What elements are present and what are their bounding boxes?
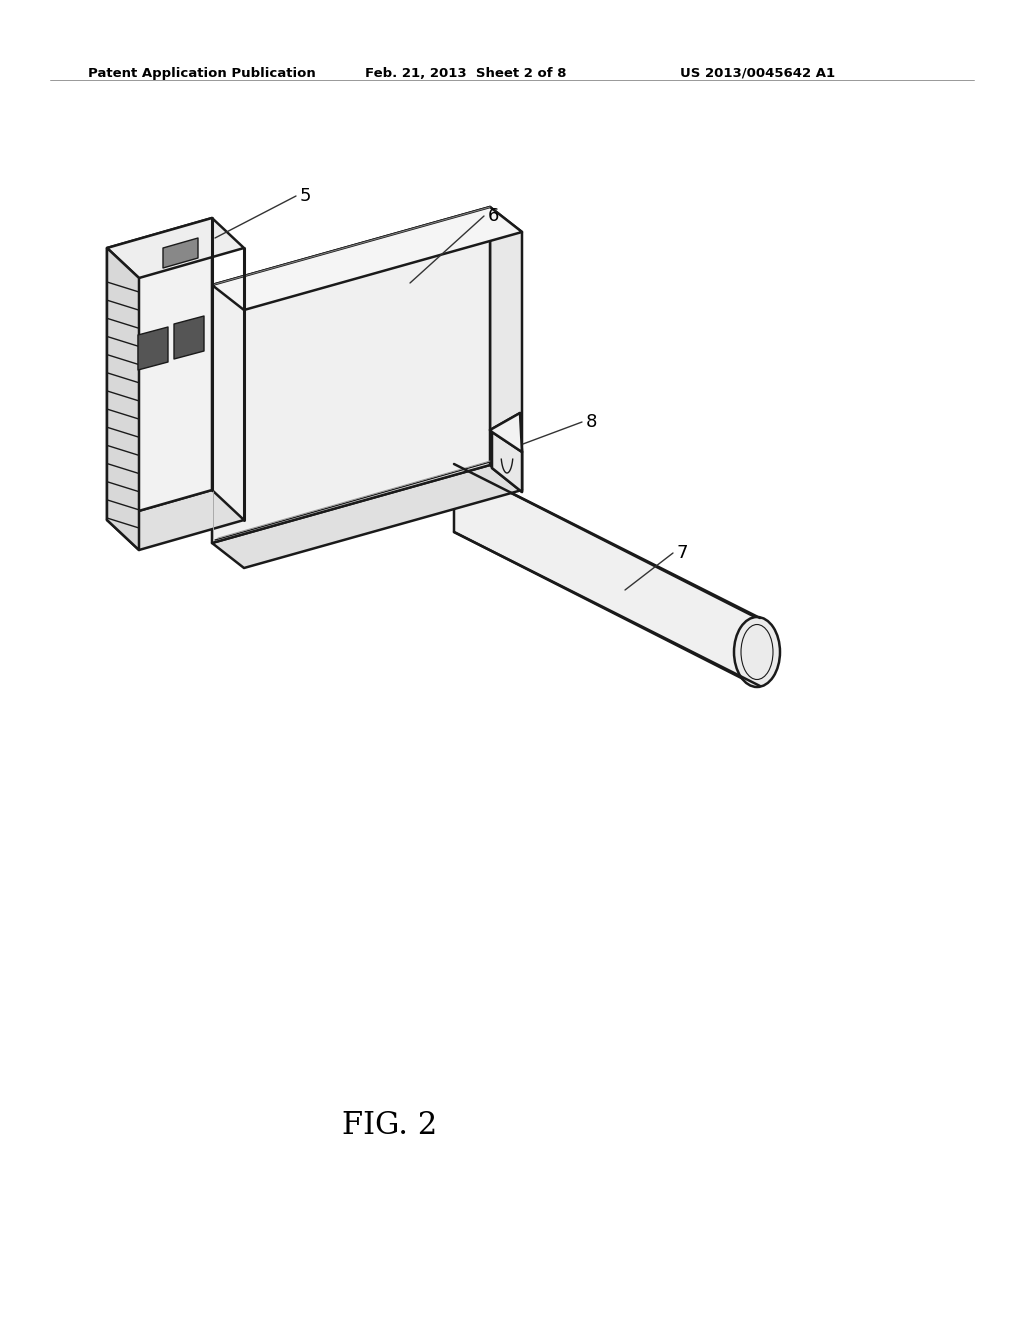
Polygon shape <box>106 218 244 279</box>
Text: 6: 6 <box>488 207 500 224</box>
Polygon shape <box>492 432 522 492</box>
Text: Patent Application Publication: Patent Application Publication <box>88 67 315 81</box>
Text: Feb. 21, 2013  Sheet 2 of 8: Feb. 21, 2013 Sheet 2 of 8 <box>365 67 566 81</box>
Polygon shape <box>106 490 244 550</box>
Text: US 2013/0045642 A1: US 2013/0045642 A1 <box>680 67 836 81</box>
Text: 5: 5 <box>300 187 311 205</box>
Polygon shape <box>106 248 139 550</box>
Polygon shape <box>490 207 522 490</box>
Polygon shape <box>212 207 490 543</box>
Text: FIG. 2: FIG. 2 <box>342 1110 437 1140</box>
Polygon shape <box>490 413 522 451</box>
Ellipse shape <box>734 616 780 686</box>
Text: 7: 7 <box>677 544 688 562</box>
Polygon shape <box>454 465 757 686</box>
Text: 8: 8 <box>586 413 597 432</box>
Polygon shape <box>138 327 168 370</box>
Polygon shape <box>174 315 204 359</box>
Polygon shape <box>212 207 522 310</box>
Polygon shape <box>106 218 212 520</box>
Polygon shape <box>490 413 522 451</box>
Polygon shape <box>492 432 522 492</box>
Polygon shape <box>163 238 198 268</box>
Polygon shape <box>212 465 522 568</box>
